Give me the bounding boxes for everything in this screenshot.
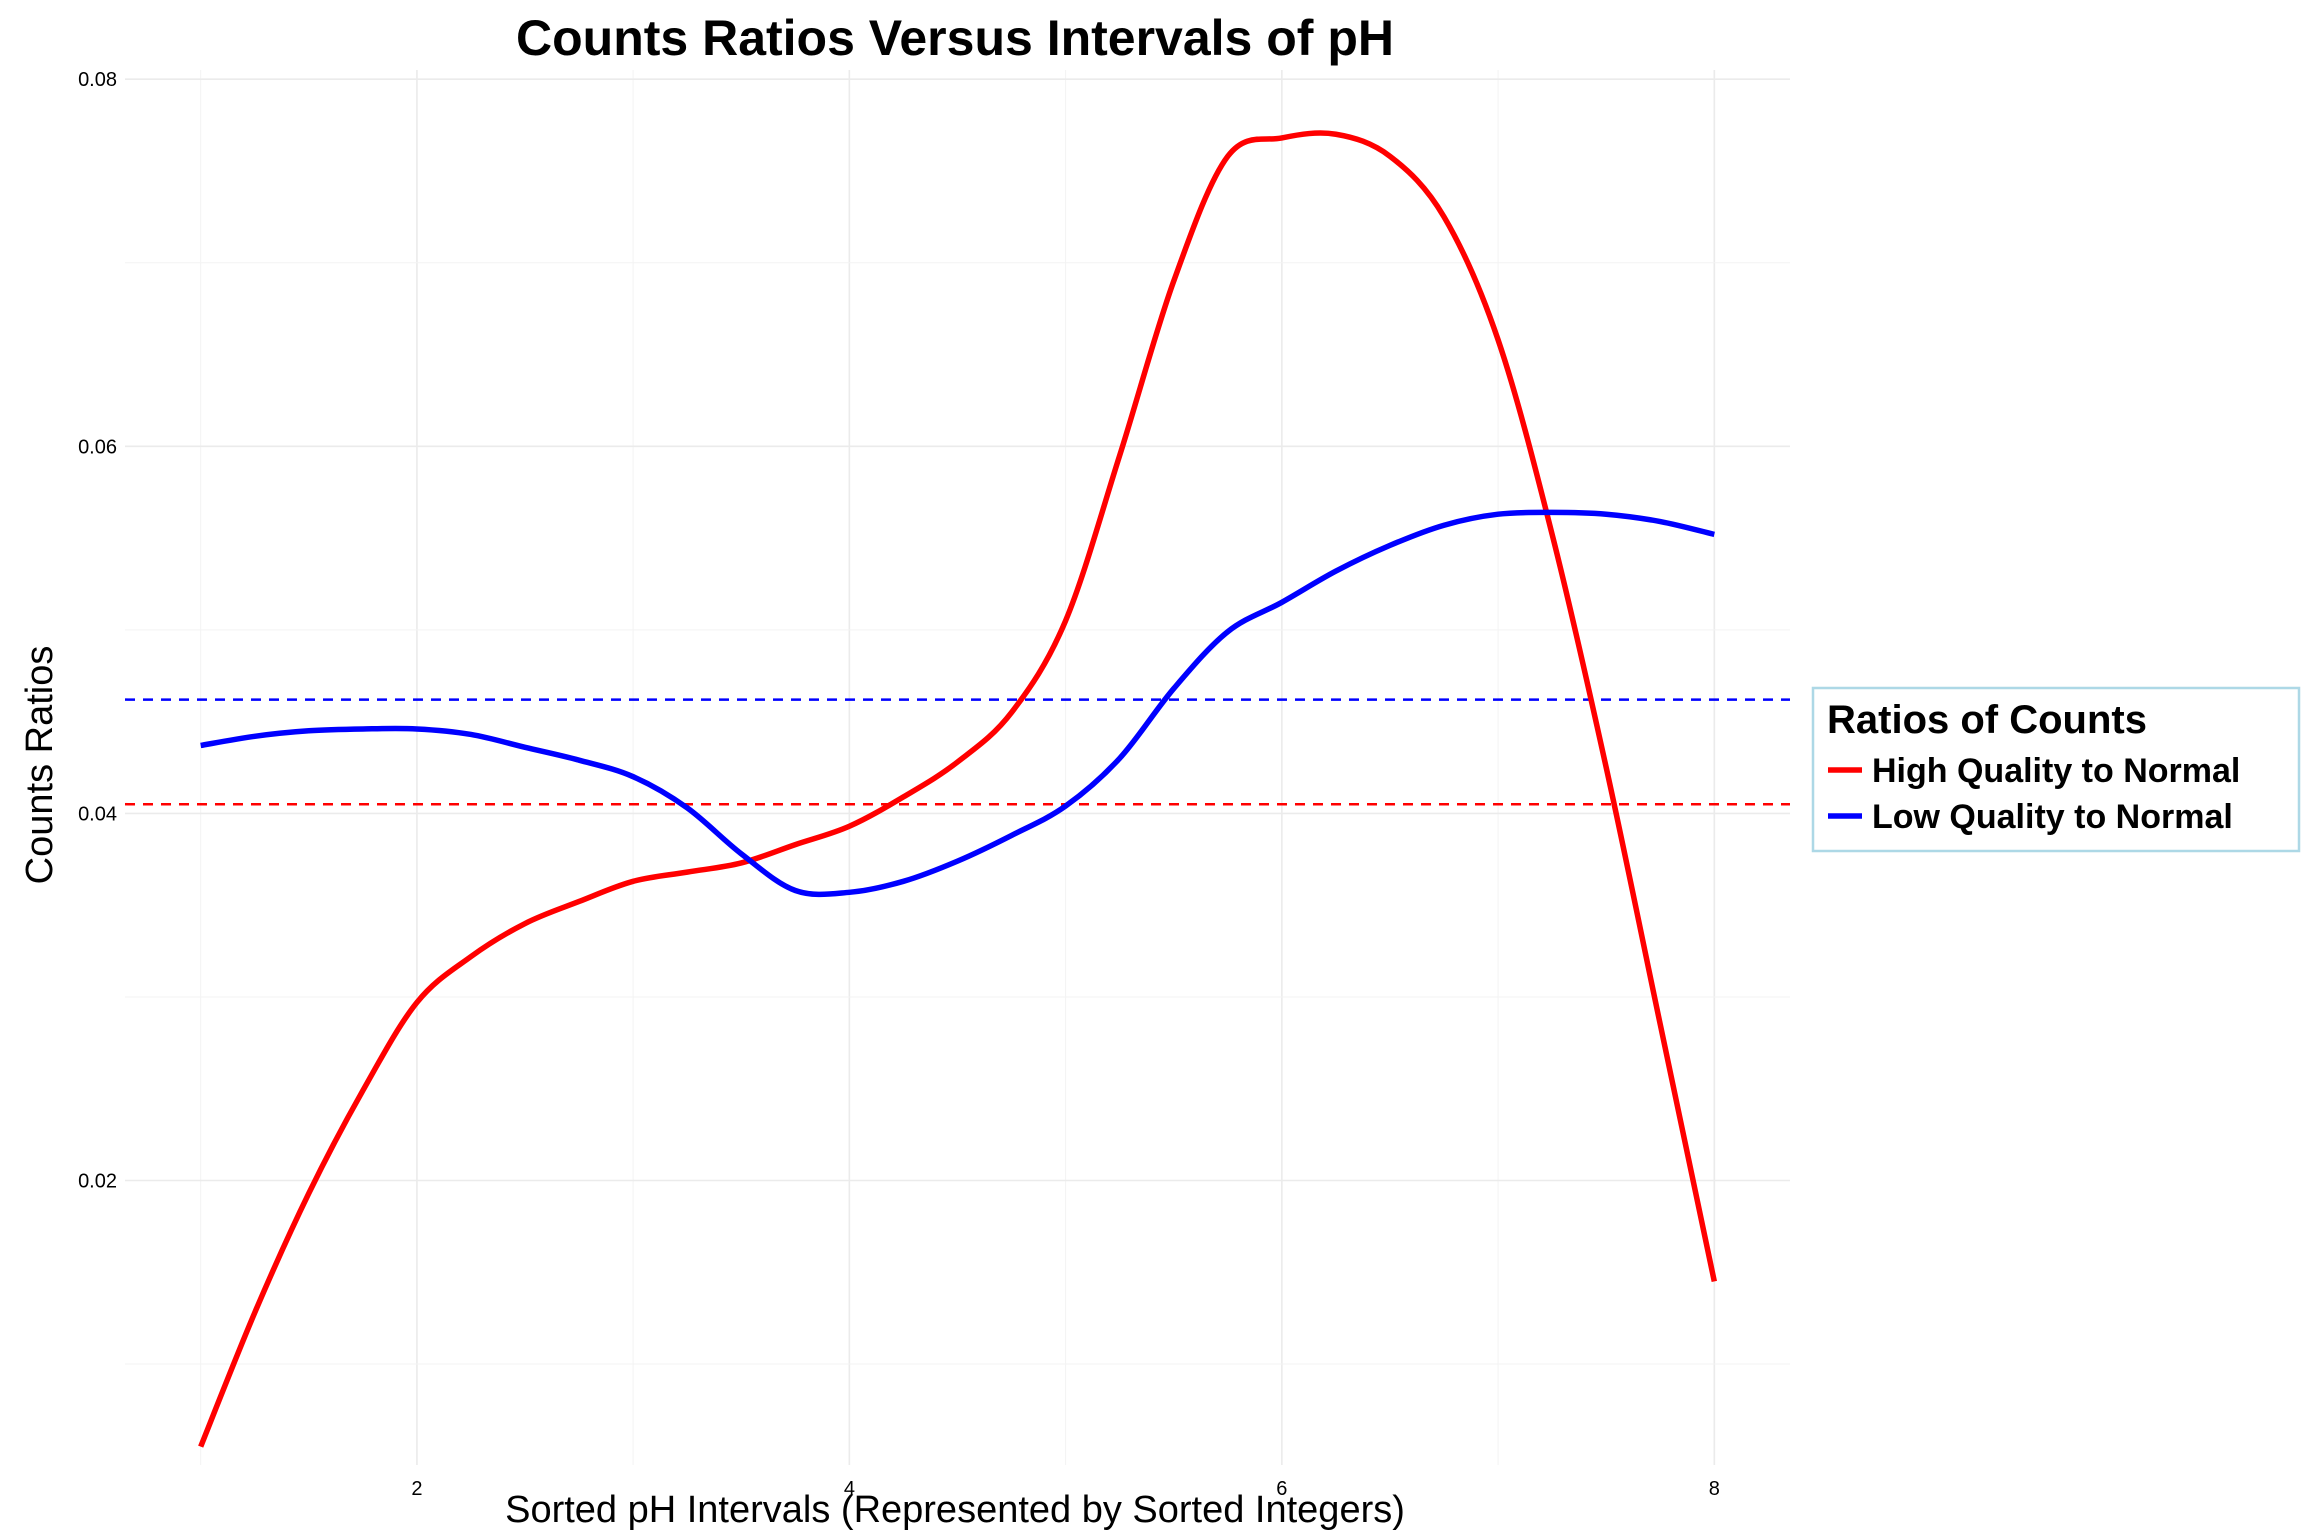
x-axis-ticks: 2 4 6 8: [411, 1478, 1720, 1500]
legend-title: Ratios of Counts: [1827, 698, 2147, 742]
y-tick-label: 0.02: [78, 1170, 117, 1192]
grid: [125, 70, 1790, 1465]
legend-box: [1811, 686, 2301, 853]
legend-items: High Quality to Normal Low Quality to Nor…: [1828, 752, 2240, 836]
chart-title: Counts Ratios Versus Intervals of pH: [516, 10, 1394, 66]
x-tick-label: 6: [1276, 1478, 1287, 1500]
legend-label: High Quality to Normal: [1872, 752, 2240, 790]
series-line-0: [198, 130, 1718, 1448]
y-tick-label: 0.04: [78, 803, 117, 825]
legend: Ratios of Counts High Quality to Normal L…: [1811, 686, 2301, 853]
reference-lines: [125, 698, 1790, 806]
y-tick-label: 0.06: [78, 436, 117, 458]
x-tick-label: 8: [1709, 1478, 1720, 1500]
x-tick-label: 4: [844, 1478, 855, 1500]
series-lines: [198, 130, 1718, 1448]
x-tick-label: 2: [411, 1478, 422, 1500]
legend-label: Low Quality to Normal: [1872, 798, 2233, 836]
series-line-1: [200, 509, 1715, 898]
y-axis-ticks: 0.02 0.04 0.06 0.08: [78, 69, 117, 1192]
y-axis-title: Counts Ratios: [19, 646, 61, 885]
y-tick-label: 0.08: [78, 69, 117, 91]
x-axis-title: Sorted pH Intervals (Represented by Sort…: [505, 1489, 1405, 1531]
